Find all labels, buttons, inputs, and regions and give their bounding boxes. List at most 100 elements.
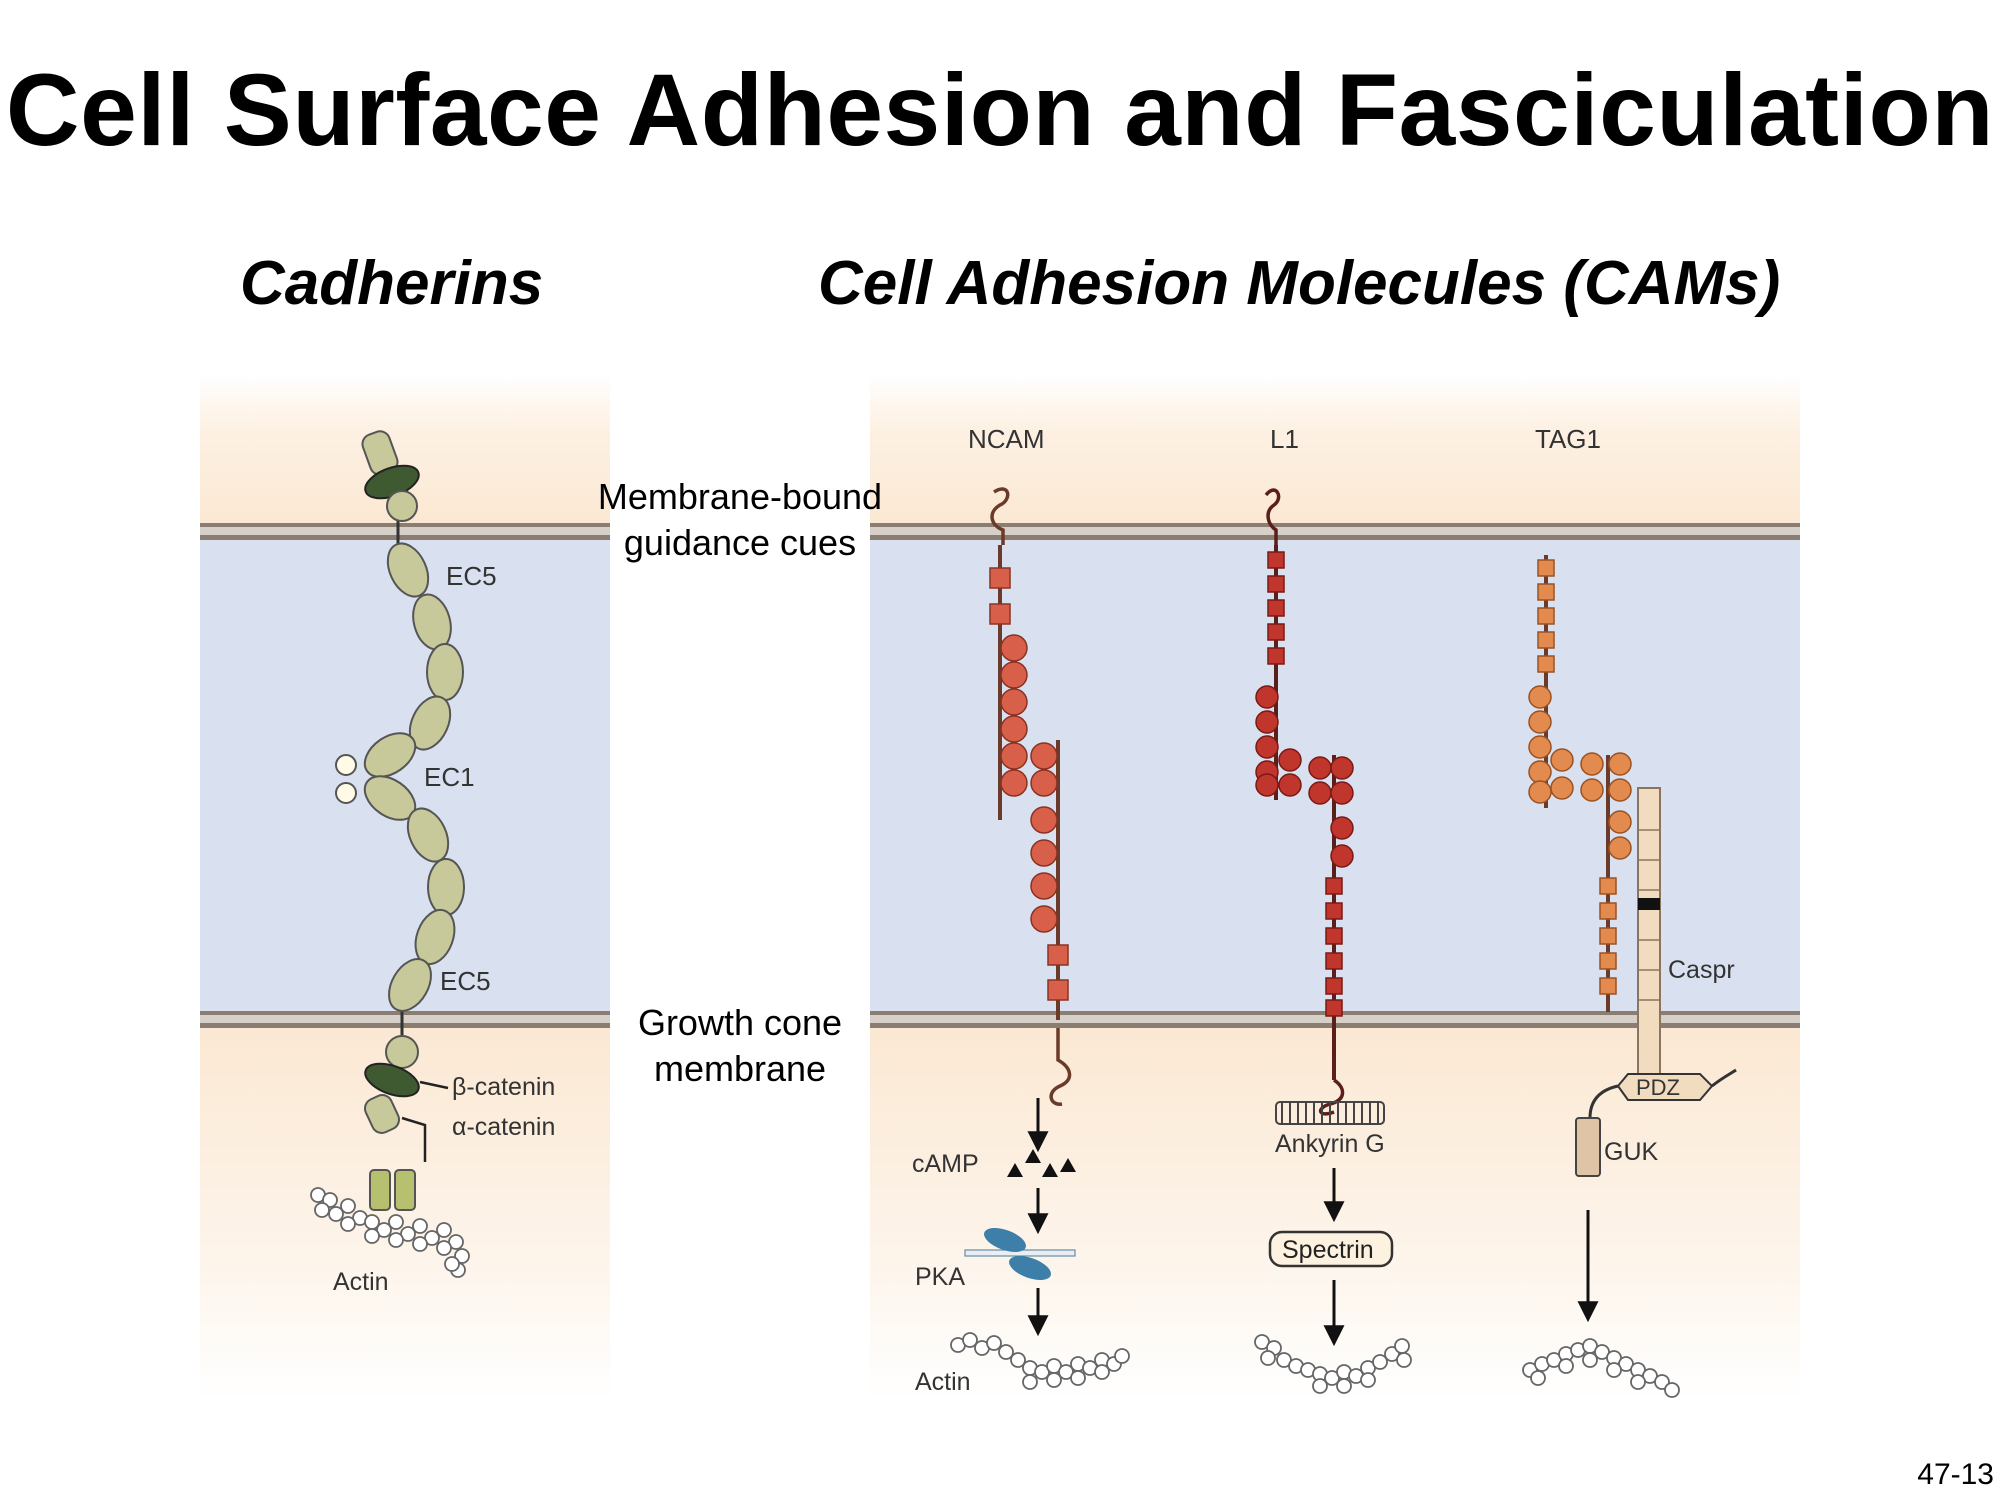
cad-top-domain <box>386 490 418 522</box>
ig-domain <box>1528 685 1552 709</box>
ncam-label: NCAM <box>968 424 1045 454</box>
fn3-domain <box>1267 647 1285 665</box>
ec-domain <box>386 542 430 598</box>
ig-domain <box>1528 780 1552 804</box>
ca-ion-circle <box>335 782 357 804</box>
ig-domain <box>1550 748 1574 772</box>
cadherins-heading: Cadherins <box>240 249 544 318</box>
slide-title: Cell Surface Adhesion and Fasciculation <box>5 53 1995 167</box>
ig-domain <box>1330 844 1354 868</box>
fn3-domain <box>1325 877 1343 895</box>
fn3-domain <box>1267 599 1285 617</box>
ig-domain <box>1030 769 1058 797</box>
ig-domain <box>1030 839 1058 867</box>
caspr-tail <box>1711 1068 1737 1088</box>
ca-ion-circle <box>335 754 357 776</box>
camp-triangles <box>1007 1149 1076 1177</box>
ig-domain <box>1308 781 1332 805</box>
ec5-top-label: EC5 <box>446 561 497 591</box>
fn3-domain <box>1325 902 1343 920</box>
ig-domain <box>1580 752 1604 776</box>
growth-cone-label: Growth cone membrane <box>570 1000 910 1092</box>
ig-domain <box>1330 781 1354 805</box>
ig-domain <box>1255 735 1279 759</box>
alpha-catenin-label: α-catenin <box>452 1113 555 1141</box>
ec5-bottom-label: EC5 <box>440 966 491 996</box>
ig-domain <box>1608 752 1632 776</box>
ig-domain <box>1000 769 1028 797</box>
ig-domain <box>1000 715 1028 743</box>
spectrin-box <box>1268 1230 1394 1268</box>
ig-domain <box>1608 810 1632 834</box>
ncam-actin-filament <box>950 1332 1130 1390</box>
cadherin-ec-domains <box>363 542 465 1012</box>
guk-domain <box>1575 1117 1601 1177</box>
ig-domain <box>1255 685 1279 709</box>
fn3-domain <box>1599 952 1617 970</box>
fn3-domain <box>1325 999 1343 1017</box>
ig-domain <box>1030 806 1058 834</box>
pka-label: PKA <box>915 1263 965 1291</box>
alpha-catenin-pointer <box>401 1116 427 1162</box>
ig-domain <box>1255 710 1279 734</box>
growth-cone-line1: Growth cone <box>637 1002 843 1043</box>
fn3-domain <box>1047 979 1069 1001</box>
fn3-domain <box>1325 977 1343 995</box>
fn3-domain <box>1267 575 1285 593</box>
caspr-label: Caspr <box>1668 956 1735 984</box>
ig-domain <box>1330 816 1354 840</box>
ankyrin-spring <box>1275 1101 1385 1125</box>
ncam-protein <box>989 487 1072 1106</box>
l1-protein <box>1255 488 1354 1116</box>
tag1-actin-filament <box>1522 1338 1680 1398</box>
pdz-label: PDZ <box>1636 1075 1680 1100</box>
caspr-protein <box>1575 787 1737 1177</box>
growth-cone-line2: membrane <box>653 1048 827 1089</box>
slide-number: 47-13 <box>1917 1458 1994 1491</box>
catenin-dimer-left <box>369 1169 391 1211</box>
ig-domain <box>1255 773 1279 797</box>
fn3-domain <box>1047 944 1069 966</box>
ankyrin-label: Ankyrin G <box>1275 1130 1385 1158</box>
ncam-cyto-tail <box>1049 1028 1072 1106</box>
cad-actin-label: Actin <box>333 1268 389 1296</box>
fn3-domain <box>1537 583 1555 601</box>
ig-domain <box>1000 688 1028 716</box>
fn3-domain <box>989 567 1011 589</box>
alpha-catenin-shape <box>363 1094 401 1134</box>
l1-actin-filament <box>1254 1334 1412 1394</box>
tag1-label: TAG1 <box>1535 424 1601 454</box>
cad-bottom-membrane <box>200 1011 610 1028</box>
l1-top-tail <box>1264 488 1281 545</box>
fn3-domain <box>989 603 1011 625</box>
guk-label: GUK <box>1604 1138 1659 1166</box>
ig-domain <box>1278 748 1302 772</box>
caspr-to-guk <box>1588 1084 1619 1119</box>
ig-domain <box>1528 735 1552 759</box>
ig-domain <box>1030 742 1058 770</box>
pka-complex <box>964 1227 1076 1281</box>
fn3-domain <box>1599 927 1617 945</box>
membrane-bound-label: Membrane-bound guidance cues <box>570 474 910 566</box>
beta-catenin-label: β-catenin <box>452 1073 555 1101</box>
membrane-bound-line2: guidance cues <box>623 522 857 563</box>
fn3-domain <box>1599 977 1617 995</box>
ec-domain <box>427 858 465 916</box>
beta-catenin-shape <box>364 1062 420 1098</box>
ig-domain <box>1000 742 1028 770</box>
fn3-domain <box>1267 623 1285 641</box>
fn3-domain <box>1537 559 1555 577</box>
catenin-dimer-right <box>394 1169 416 1211</box>
ec-domain <box>408 695 452 751</box>
ig-domain <box>1608 778 1632 802</box>
ig-domain <box>1330 756 1354 780</box>
ig-domain <box>1528 710 1552 734</box>
ig-domain <box>1000 634 1028 662</box>
fn3-domain <box>1325 952 1343 970</box>
ncam-actin-label: Actin <box>915 1368 971 1396</box>
camp-label: cAMP <box>912 1150 979 1178</box>
fn3-domain <box>1537 655 1555 673</box>
ig-domain <box>1308 756 1332 780</box>
fn3-domain <box>1537 607 1555 625</box>
